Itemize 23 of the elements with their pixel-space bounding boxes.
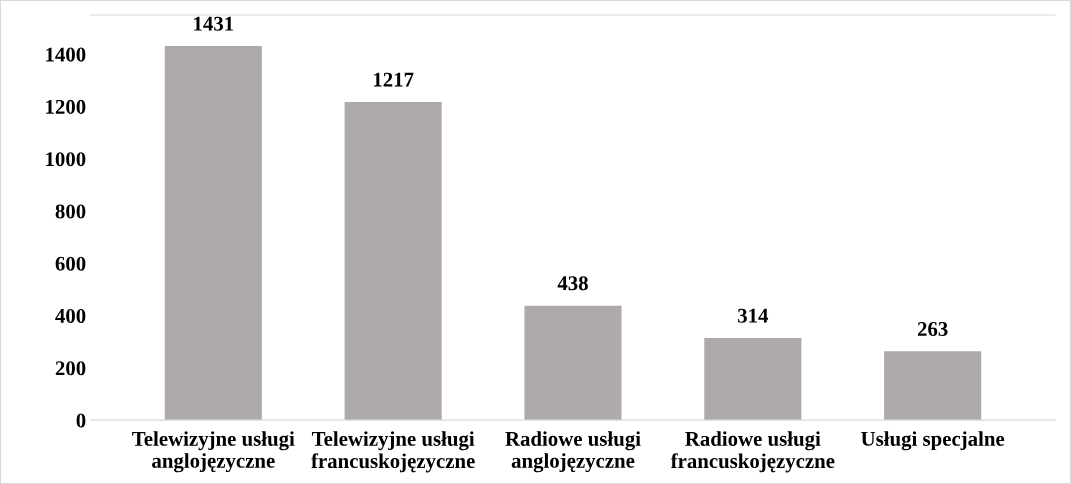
data-label: 438 — [557, 276, 588, 291]
x-tick-label: Radiowe usługi anglojęzyczne — [505, 431, 641, 473]
bar — [344, 102, 442, 421]
y-tick-label: 0 — [76, 413, 86, 428]
x-tick-label: Radiowe usługi francuskojęzyczne — [670, 431, 835, 473]
data-label: 263 — [917, 322, 948, 337]
data-label: 314 — [737, 308, 769, 323]
bar — [164, 46, 262, 421]
y-tick-label: 1000 — [46, 152, 86, 167]
y-tick-label: 1200 — [46, 99, 86, 114]
y-tick-label: 800 — [55, 204, 86, 219]
x-tick-label: Usługi specjalne — [861, 431, 1005, 451]
y-tick-label: 200 — [55, 361, 86, 376]
y-tick-label: 600 — [55, 256, 86, 271]
bar — [524, 305, 622, 421]
x-tick-label: Telewizyjne usługi francuskojęzyczne — [311, 431, 475, 473]
data-label: 1431 — [194, 16, 234, 31]
data-label: 1217 — [373, 72, 414, 87]
bar — [704, 338, 802, 421]
y-tick-label: 400 — [55, 308, 86, 323]
y-tick-label: 1400 — [46, 47, 86, 62]
x-tick-label: Telewizyjne usługi anglojęzyczne — [132, 431, 295, 473]
bar — [884, 351, 982, 421]
